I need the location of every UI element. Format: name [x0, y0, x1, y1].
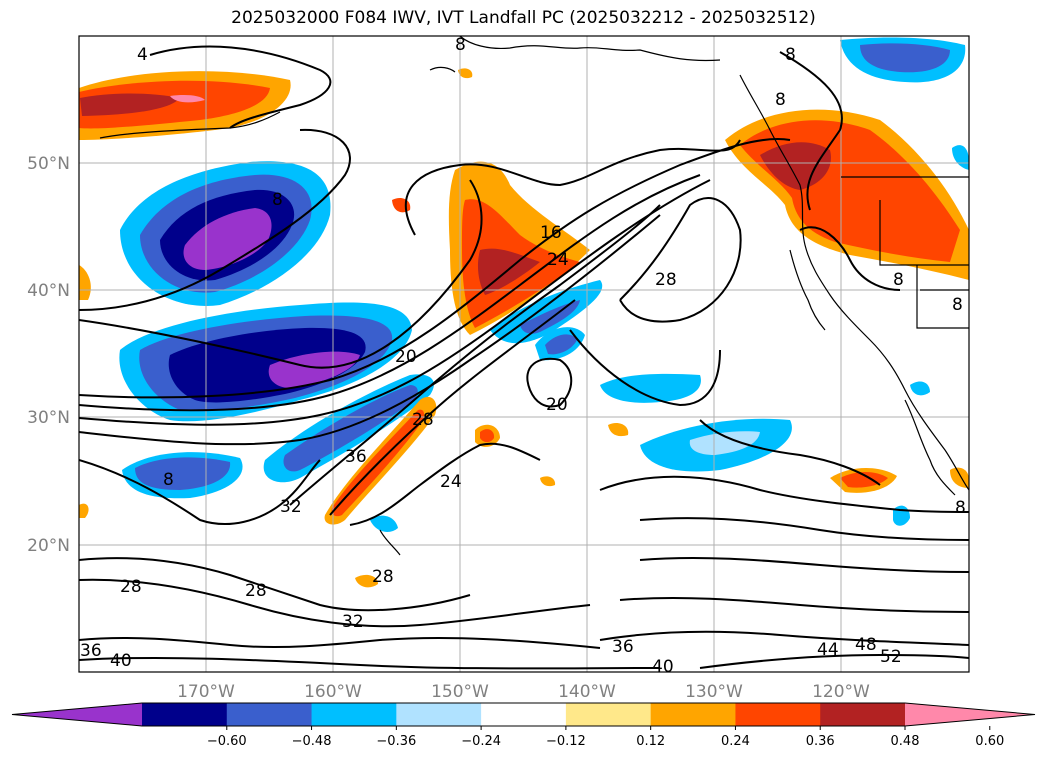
latitude-labels: 50°N 40°N 30°N 20°N: [27, 154, 70, 556]
contour-label: 8: [163, 470, 174, 490]
contour-label: 8: [785, 45, 796, 65]
contour-label: 28: [245, 581, 267, 601]
colorbar-segment: [650, 703, 736, 726]
contour-label: 48: [855, 635, 877, 655]
contour-label: 32: [280, 497, 302, 517]
contour-label: 16: [540, 223, 562, 243]
contour-label: 52: [880, 647, 902, 667]
shading-layer: [79, 37, 969, 588]
colorbar-segment: [226, 703, 313, 726]
lon-label: 150°W: [431, 682, 489, 702]
lon-label: 160°W: [304, 682, 362, 702]
colorbar: −0.60 −0.48 −0.36 −0.24 −0.12 0.12 0.24 0.36 0.4…: [11, 702, 1036, 749]
longitude-labels: 170°W 160°W 150°W 140°W 130°W 120°W: [177, 682, 870, 702]
lon-label: 130°W: [685, 682, 743, 702]
map-plot-area: 4 8 8 8 8 8 16 24 28 20 20 28 36 32 24 2…: [79, 35, 969, 677]
contour-label: 36: [345, 447, 367, 467]
graticule: [79, 36, 969, 672]
ivt-contours: [79, 45, 969, 670]
contour-label: 20: [546, 395, 568, 415]
colorbar-tick-label: −0.48: [292, 734, 332, 749]
contour-label: 8: [455, 35, 466, 55]
colorbar-tick-label: −0.24: [461, 734, 501, 749]
map-frame: [78, 35, 970, 673]
colorbar-tick-label: −0.60: [207, 734, 247, 749]
contour-label: 28: [372, 567, 394, 587]
colorbar-outline: [11, 702, 1036, 727]
contour-label: 4: [137, 45, 148, 65]
colorbar-extend-low: [12, 703, 142, 726]
contour-label: 36: [80, 641, 102, 661]
colorbar-extend-high: [905, 703, 1035, 726]
contour-label: 8: [893, 270, 904, 290]
coastlines: [99, 36, 969, 556]
colorbar-segment: [142, 703, 228, 726]
contour-labels: 4 8 8 8 8 8 16 24 28 20 20 28 36 32 24 2…: [80, 35, 966, 677]
lon-label: 170°W: [177, 682, 235, 702]
contour-label: 8: [955, 498, 966, 518]
contour-label: 8: [952, 295, 963, 315]
contour-label: 8: [272, 190, 283, 210]
lat-label: 20°N: [27, 536, 70, 556]
lon-label: 120°W: [812, 682, 870, 702]
colorbar-segment: [565, 703, 652, 726]
lat-label: 50°N: [27, 154, 70, 174]
colorbar-segment: [820, 703, 906, 726]
contour-label: 24: [547, 250, 569, 270]
contour-label: 40: [110, 651, 132, 671]
contour-label: 24: [440, 472, 462, 492]
colorbar-segment: [396, 703, 482, 726]
map-title: 2025032000 F084 IWV, IVT Landfall PC (20…: [231, 8, 816, 28]
contour-label: 44: [817, 640, 839, 660]
colorbar-tick-label: −0.12: [546, 734, 586, 749]
colorbar-tick-label: 0.12: [636, 734, 665, 749]
lat-label: 30°N: [27, 408, 70, 428]
contour-label: 40: [652, 657, 674, 677]
colorbar-segment: [311, 703, 397, 726]
contour-label: 8: [775, 90, 786, 110]
colorbar-tick-label: 0.48: [891, 734, 920, 749]
contour-label: 28: [120, 577, 142, 597]
lat-label: 40°N: [27, 281, 70, 301]
colorbar-segment: [481, 703, 567, 726]
colorbar-tick-label: 0.36: [806, 734, 835, 749]
colorbar-tick-label: −0.36: [376, 734, 416, 749]
lon-label: 140°W: [558, 682, 616, 702]
contour-label: 20: [395, 347, 417, 367]
colorbar-segment: [735, 703, 821, 726]
contour-label: 28: [412, 410, 434, 430]
colorbar-tick-label: 0.60: [975, 734, 1004, 749]
contour-label: 28: [655, 270, 677, 290]
contour-label: 32: [342, 612, 364, 632]
contour-label: 36: [612, 637, 634, 657]
colorbar-tick-label: 0.24: [721, 734, 750, 749]
